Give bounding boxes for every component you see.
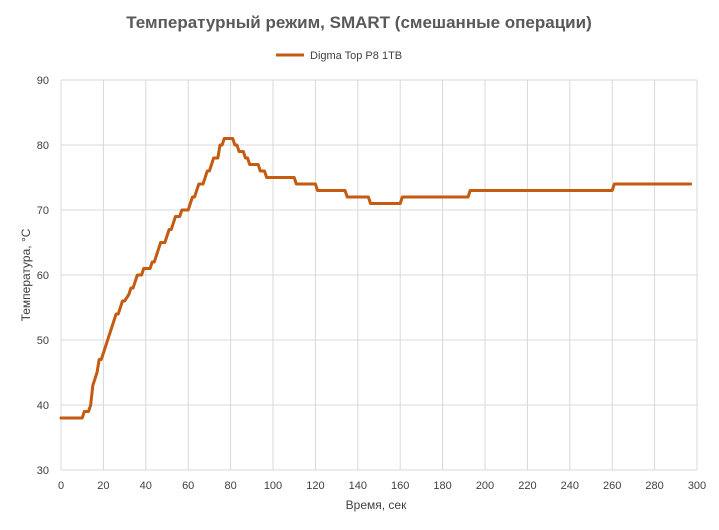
series-line: [59, 137, 693, 420]
x-tick-label: 20: [97, 480, 109, 492]
x-tick-label: 120: [306, 480, 324, 492]
y-tick-label: 30: [37, 465, 49, 477]
legend-label: Digma Top P8 1TB: [310, 50, 402, 62]
series-layer: [59, 137, 693, 420]
x-tick-label: 100: [264, 480, 282, 492]
y-tick-label: 50: [37, 335, 49, 347]
x-tick-label: 280: [645, 480, 663, 492]
x-tick-label: 260: [603, 480, 621, 492]
y-tick-label: 80: [37, 140, 49, 152]
x-tick-label: 40: [140, 480, 152, 492]
y-tick-label: 70: [37, 205, 49, 217]
x-tick-label: 160: [391, 480, 409, 492]
y-tick-label: 40: [37, 400, 49, 412]
y-tick-label: 90: [37, 75, 49, 87]
grid-vertical: [60, 80, 698, 470]
x-tick-labels: 0 20 40 60 80 100 120 140 160 180 200 220 240 260 280 3…: [58, 480, 706, 492]
grid-horizontal: [61, 79, 697, 471]
y-tick-labels: 30 40 50 60 70 80 90: [37, 75, 49, 477]
x-tick-label: 140: [349, 480, 367, 492]
x-tick-label: 200: [476, 480, 494, 492]
x-tick-label: 80: [224, 480, 236, 492]
legend: Digma Top P8 1TB: [276, 50, 402, 62]
x-tick-label: 0: [58, 480, 64, 492]
y-tick-label: 60: [37, 270, 49, 282]
x-tick-label: 60: [182, 480, 194, 492]
x-tick-label: 180: [433, 480, 451, 492]
chart-title: Температурный режим, SMART (смешанные оп…: [126, 13, 592, 32]
x-tick-label: 240: [561, 480, 579, 492]
y-axis-label: Температура, °С: [19, 228, 33, 321]
x-tick-label: 220: [518, 480, 536, 492]
x-tick-label: 300: [688, 480, 706, 492]
x-axis-label: Время, сек: [346, 498, 407, 512]
